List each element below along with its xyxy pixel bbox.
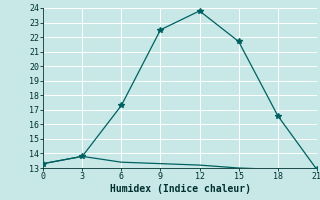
X-axis label: Humidex (Indice chaleur): Humidex (Indice chaleur) <box>109 184 251 194</box>
